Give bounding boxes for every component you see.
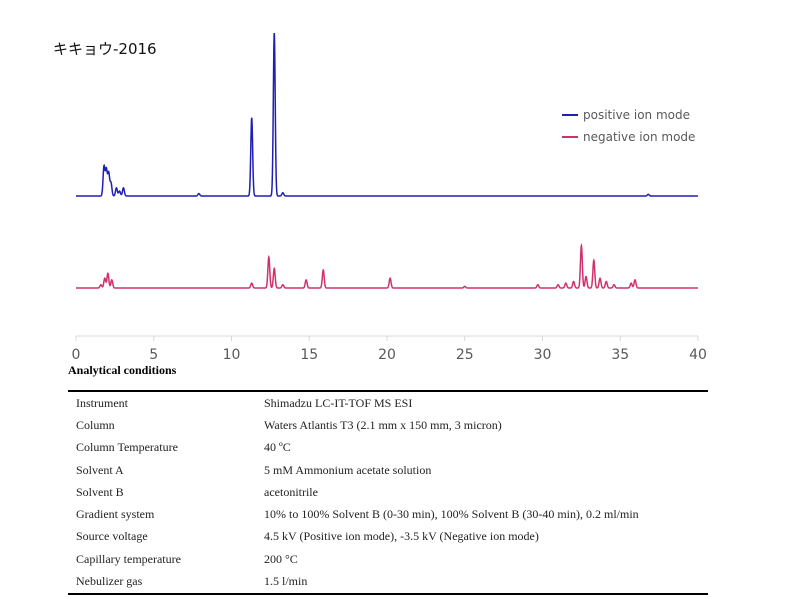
legend-label-negative: negative ion mode [583,130,696,144]
condition-key: Solvent A [76,462,124,477]
condition-key: Solvent B [76,484,124,499]
conditions-row: Column Waters Atlantis T3 (2.1 mm x 150 m… [68,414,708,436]
conditions-row: Source voltage 4.5 kV (Positive ion mode)… [68,526,708,548]
condition-value: Shimadzu LC-IT-TOF MS ESI [264,395,413,410]
x-tick-label: 30 [534,347,552,363]
conditions-row: Nebulizer gas 1.5 l/min [68,570,708,593]
legend-label-positive: positive ion mode [583,108,691,122]
condition-value: 4.5 kV (Positive ion mode), -3.5 kV (Neg… [264,529,539,544]
x-tick-label: 40 [689,347,707,363]
conditions-table: Instrument Shimadzu LC-IT-TOF MS ESI Colum… [68,390,708,595]
x-tick-label: 0 [72,347,81,363]
condition-value: 1.5 l/min [264,574,308,589]
condition-key: Source voltage [76,529,148,544]
x-axis-ticks: 0 5 10 15 20 25 30 35 40 [72,336,707,363]
x-tick-label: 15 [300,347,318,363]
series-line-positive [76,32,698,197]
chromatogram-traces [76,32,698,289]
series-line-negative [76,242,698,289]
conditions-row: Instrument Shimadzu LC-IT-TOF MS ESI [68,391,708,414]
condition-key: Gradient system [76,507,155,522]
condition-key: Column Temperature [76,440,178,455]
condition-value: 10% to 100% Solvent B (0-30 min), 100% S… [264,507,639,522]
x-tick-label: 10 [223,347,241,363]
legend-item-negative: negative ion mode [562,126,695,148]
condition-value: 40 ºC [264,440,291,455]
conditions-row: Solvent B acetonitrile [68,481,708,503]
legend-swatch-positive [562,114,578,116]
chart-legend: positive ion mode negative ion mode [562,104,695,148]
conditions-row: Gradient system 10% to 100% Solvent B (0-… [68,503,708,525]
condition-key: Nebulizer gas [76,574,143,589]
conditions-row: Solvent A 5 mM Ammonium acetate solution [68,459,708,481]
x-tick-label: 20 [378,347,396,363]
x-tick-label: 35 [611,347,629,363]
condition-value: 5 mM Ammonium acetate solution [264,462,432,477]
condition-value: 200 °C [264,551,298,566]
condition-key: Instrument [76,395,128,410]
conditions-heading: Analytical conditions [68,363,177,377]
condition-value: acetonitrile [264,484,318,499]
sample-title: キキョウ-2016 [53,40,157,58]
chromatogram-chart: 0 5 10 15 20 25 30 35 40 [72,32,707,363]
conditions-row: Column Temperature 40 ºC [68,437,708,459]
x-tick-label: 5 [149,347,158,363]
x-tick-label: 25 [456,347,474,363]
condition-key: Capillary temperature [76,551,181,566]
condition-value: Waters Atlantis T3 (2.1 mm x 150 mm, 3 m… [264,417,502,432]
condition-key: Column [76,417,115,432]
legend-swatch-negative [562,136,578,138]
conditions-row: Capillary temperature 200 °C [68,548,708,570]
legend-item-positive: positive ion mode [562,104,695,126]
